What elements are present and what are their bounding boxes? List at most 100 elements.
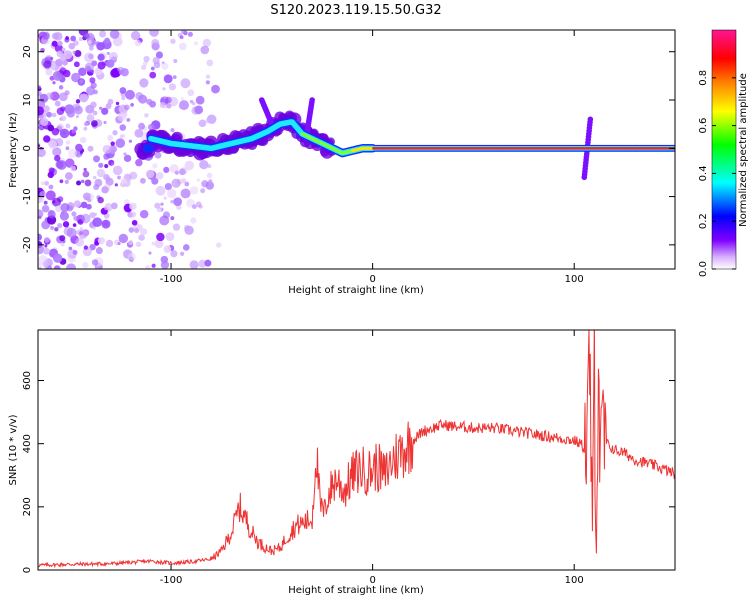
spectrogram-noise-blob — [129, 202, 137, 211]
spectrogram-noise-blob — [139, 228, 148, 236]
spectrogram-streak — [258, 97, 265, 103]
spectrogram-noise-blob — [160, 202, 164, 206]
spectrogram-x-tick-label: 100 — [565, 274, 584, 285]
spectrogram-noise-blob — [80, 213, 91, 224]
spectrogram-x-tick-label: -100 — [160, 274, 183, 285]
spectrogram-noise-blob — [117, 112, 127, 122]
spectrogram-noise-blob — [163, 166, 170, 173]
spectrogram-noise-blob — [178, 103, 184, 109]
spectrogram-noise-blob — [206, 59, 214, 67]
spectrogram-noise-blob — [128, 139, 133, 143]
spectrogram-noise-blob — [173, 59, 178, 64]
spectrogram-noise-blob — [52, 253, 63, 263]
spectrogram-noise-blob — [89, 77, 96, 84]
spectrogram-noise-blob — [75, 114, 79, 119]
spectrogram-noise-blob — [98, 162, 104, 168]
colorbar-gradient — [711, 29, 737, 270]
spectrogram-noise-blob — [80, 201, 88, 209]
spectrogram-noise-blob — [71, 211, 77, 217]
spectrogram-noise-blob — [59, 235, 66, 242]
spectrogram-noise-blob — [43, 60, 52, 69]
spectrogram-noise-blob — [53, 32, 63, 41]
spectrogram-noise-blob — [160, 255, 169, 264]
spectrogram-noise-blob — [73, 126, 78, 131]
spectrogram-noise-blob — [43, 135, 51, 143]
spectrogram-noise-blob — [90, 82, 97, 89]
spectrogram-noise-blob — [38, 244, 45, 255]
spectrogram-noise-blob — [151, 177, 159, 185]
spectrogram-noise-blob — [97, 53, 105, 61]
spectrogram-noise-blob — [187, 31, 193, 37]
spectrogram-noise-blob — [155, 185, 166, 196]
spectrogram-noise-blob — [60, 106, 66, 112]
spectrogram-noise-blob — [159, 101, 166, 109]
spectrogram-noise-blob — [94, 178, 103, 187]
spectrogram-noise-blob — [38, 262, 42, 269]
spectrogram-noise-blob — [205, 80, 210, 85]
spectrogram-noise-blob — [156, 232, 165, 242]
spectrogram-noise-blob — [112, 130, 118, 136]
spectrogram-noise-blob — [151, 263, 156, 268]
spectrogram-noise-blob — [46, 92, 54, 100]
spectrogram-noise-blob — [91, 120, 98, 127]
spectrogram-noise-blob — [126, 118, 131, 122]
spectrogram-noise-blob — [180, 78, 191, 89]
spectrogram-noise-blob — [170, 38, 176, 44]
spectrogram-noise-blob — [152, 56, 160, 65]
spectrogram-noise-blob — [134, 39, 142, 47]
spectrogram-noise-blob — [120, 68, 129, 77]
spectrogram-noise-blob — [201, 180, 209, 188]
spectrogram-noise-blob — [120, 178, 128, 185]
spectrogram-noise-blob — [162, 87, 166, 91]
spectrogram-noise-blob — [149, 71, 157, 79]
snr-y-axis-title: SNR (10 * v/v) — [8, 414, 19, 485]
spectrogram-noise-blob — [38, 106, 45, 116]
spectrogram-noise-blob — [163, 196, 167, 200]
spectrogram-streak — [587, 116, 594, 123]
spectrogram-noise-blob — [99, 106, 103, 110]
spectrogram-y-axis-title: Frequency (Hz) — [8, 112, 19, 188]
spectrogram-noise-blob — [59, 67, 67, 75]
spectrogram-noise-blob — [85, 86, 96, 96]
spectrogram-noise-blob — [92, 175, 97, 180]
spectrogram-noise-blob — [142, 61, 148, 66]
spectrogram-noise-blob — [144, 113, 149, 118]
spectrogram-noise-blob — [84, 179, 92, 187]
spectrogram-noise-blob — [38, 196, 44, 203]
spectrogram-noise-blob — [72, 223, 77, 227]
spectrogram-y-tick-label: 0 — [22, 145, 33, 151]
spectrogram-noise-blob — [118, 233, 129, 244]
spectrogram-noise-blob — [192, 101, 196, 106]
spectrogram-noise-blob — [57, 123, 64, 130]
spectrogram-noise-blob — [170, 200, 174, 204]
spectrogram-noise-blob — [138, 122, 145, 130]
spectrogram-noise-blob — [165, 232, 175, 242]
spectrogram-noise-blob — [62, 131, 66, 135]
spectrogram-noise-blob — [105, 103, 112, 110]
spectrogram-noise-blob — [154, 151, 162, 159]
spectrogram-noise-blob — [159, 215, 170, 226]
spectrogram-noise-blob — [52, 200, 56, 204]
spectrogram-noise-blob — [65, 158, 75, 168]
spectrogram-noise-blob — [204, 259, 212, 267]
spectrogram-noise-blob — [154, 239, 164, 249]
spectrogram-noise-blob — [87, 145, 94, 152]
colorbar: 0.0 0.2 0.4 0.6 0.8 Normalized spectral ampl… — [698, 29, 749, 277]
spectrogram-noise-blob — [107, 134, 114, 141]
spectrogram-noise-blob — [216, 242, 222, 248]
spectrogram-noise-blob — [205, 74, 211, 79]
spectrogram-noise-blob — [180, 97, 184, 101]
spectrogram-noise-blob — [40, 117, 49, 127]
spectrogram-noise-blob — [156, 172, 164, 180]
spectrogram-noise-blob — [166, 103, 172, 109]
spectrogram-noise-blob — [195, 95, 205, 105]
spectrogram-noise-blob — [76, 180, 82, 186]
spectrogram-noise-blob — [97, 61, 106, 70]
spectrogram-noise-blob — [145, 169, 155, 179]
spectrogram-noise-blob — [180, 251, 185, 256]
spectrogram-noise-blob — [96, 168, 106, 178]
spectrogram-noise-blob — [163, 245, 172, 253]
spectrogram-noise-blob — [139, 209, 149, 219]
spectrogram-noise-blob — [190, 217, 197, 224]
spectrogram-noise-blob — [205, 118, 210, 124]
